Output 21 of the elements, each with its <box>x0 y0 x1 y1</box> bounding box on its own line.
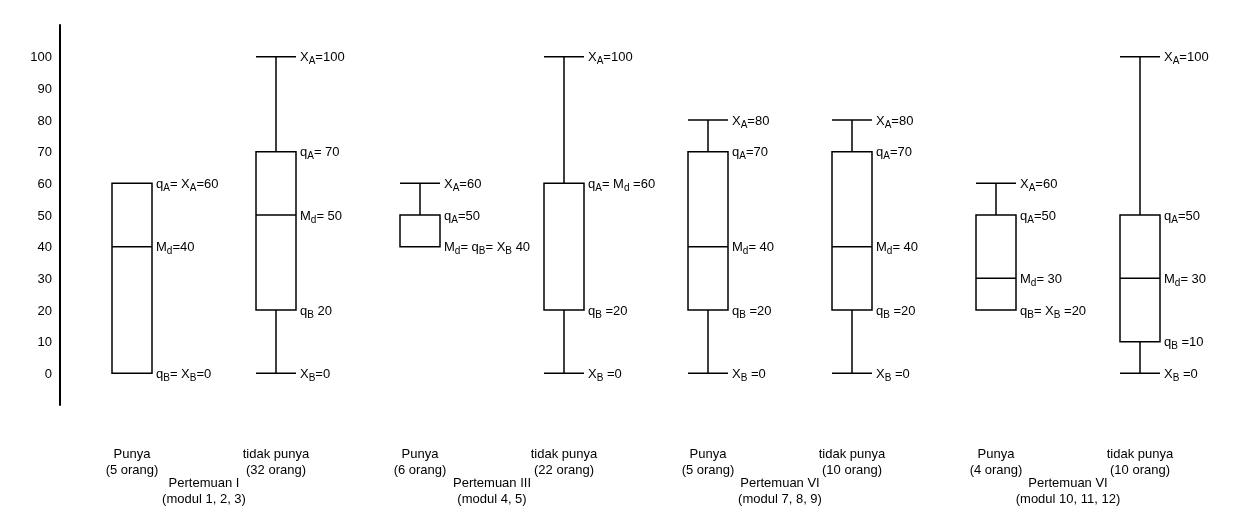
y-tick-label: 30 <box>37 270 52 286</box>
x-tick-label: tidak punya (10 orang) <box>1106 445 1175 477</box>
y-tick-label: 50 <box>37 207 52 223</box>
y-tick-label: 20 <box>37 302 52 318</box>
y-tick-label: 80 <box>37 112 52 128</box>
x-tick-label: Punya (6 orang) <box>393 445 447 477</box>
y-tick-label: 100 <box>30 49 52 65</box>
x-tick-label: Punya (5 orang) <box>105 445 159 477</box>
y-tick-label: 0 <box>44 365 52 381</box>
x-tick-label: Punya (5 orang) <box>681 445 735 477</box>
text: Pertemuan VI (modul 7, 8, 9) <box>738 474 822 506</box>
x-tick-label: tidak punya (22 orang) <box>530 445 599 477</box>
y-tick-label: 10 <box>37 334 52 350</box>
text: Pertemuan III (modul 4, 5) <box>452 474 532 506</box>
x-tick-label: tidak punya (10 orang) <box>818 445 887 477</box>
x-tick-label: tidak punya (32 orang) <box>242 445 311 477</box>
text: Pertemuan I (modul 1, 2, 3) <box>162 474 246 506</box>
y-tick-label: 40 <box>37 239 52 255</box>
y-tick-label: 90 <box>37 80 52 96</box>
y-tick-label: 70 <box>37 144 52 160</box>
y-tick-label: 60 <box>37 175 52 191</box>
